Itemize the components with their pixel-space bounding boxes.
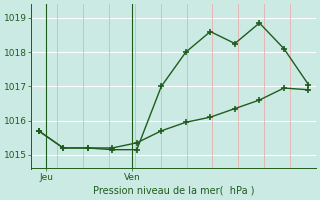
X-axis label: Pression niveau de la mer(  hPa ): Pression niveau de la mer( hPa ) xyxy=(93,186,254,196)
